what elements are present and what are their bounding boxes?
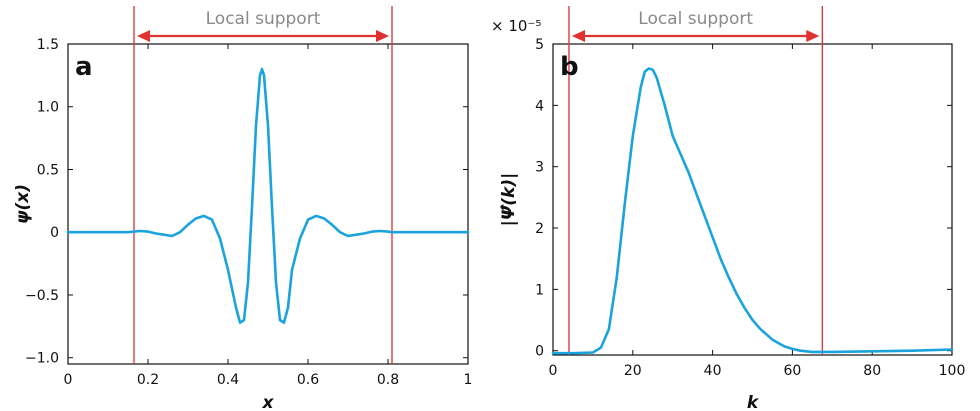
y-tick-label: 0.5 xyxy=(37,162,59,178)
support-label: Local support xyxy=(638,9,753,29)
series-line xyxy=(66,67,470,324)
x-tick-label: 0.2 xyxy=(137,372,159,388)
plot-frame xyxy=(552,43,953,356)
y-tick-label: 3 xyxy=(535,160,544,176)
y-tick-label: 1 xyxy=(535,282,544,298)
support-arrow-head-left xyxy=(137,30,150,42)
x-axis-label: x xyxy=(262,393,275,411)
y-scale-factor: × 10⁻⁵ xyxy=(491,17,541,35)
x-tick-label: 100 xyxy=(939,363,966,379)
chart-b: 0 20 40 60 80 100 0 1 2 3 4 5 k |Ψ̂(k)| × 10⁻⁵ Local su… xyxy=(491,6,965,411)
y-axis-label: ψ(x) xyxy=(13,184,33,224)
y-axis-label: |Ψ̂(k)| xyxy=(499,173,519,227)
support-arrow-head-right xyxy=(376,30,389,42)
x-tick-label: 20 xyxy=(624,363,642,379)
y-tick-label: 5 xyxy=(535,37,544,53)
y-tick-label: −1.0 xyxy=(25,351,59,367)
x-tick-label: 0.4 xyxy=(217,372,239,388)
x-tick-label: 0.6 xyxy=(297,372,319,388)
panel-label: b xyxy=(560,52,579,82)
y-tick-label: 1.5 xyxy=(37,37,59,53)
y-tick-label: −0.5 xyxy=(25,288,59,304)
x-tick-label: 0 xyxy=(64,372,73,388)
x-tick-label: 1 xyxy=(464,372,473,388)
x-tick-label: 80 xyxy=(863,363,881,379)
x-axis-label: k xyxy=(747,393,760,411)
support-arrow-head-left xyxy=(571,30,585,42)
support-label: Local support xyxy=(206,9,321,29)
plot-frame xyxy=(67,43,469,365)
x-tick-label: 60 xyxy=(783,363,801,379)
y-tick-label: 4 xyxy=(535,98,544,114)
chart-a: 0 0.2 0.4 0.6 0.8 1 −1.0 −0.5 0 0.5 1.0 1.5 x ψ(x) Loc… xyxy=(13,6,472,411)
y-tick-label: 0 xyxy=(535,344,544,360)
support-arrow-head-right xyxy=(806,30,820,42)
y-tick-label: 1.0 xyxy=(37,100,59,116)
panel-label: a xyxy=(75,52,93,82)
x-tick-label: 40 xyxy=(704,363,722,379)
y-tick-label: 0 xyxy=(50,225,59,241)
series-line xyxy=(551,67,954,355)
y-tick-label: 2 xyxy=(535,221,544,237)
x-tick-label: 0 xyxy=(549,363,558,379)
x-tick-label: 0.8 xyxy=(377,372,399,388)
